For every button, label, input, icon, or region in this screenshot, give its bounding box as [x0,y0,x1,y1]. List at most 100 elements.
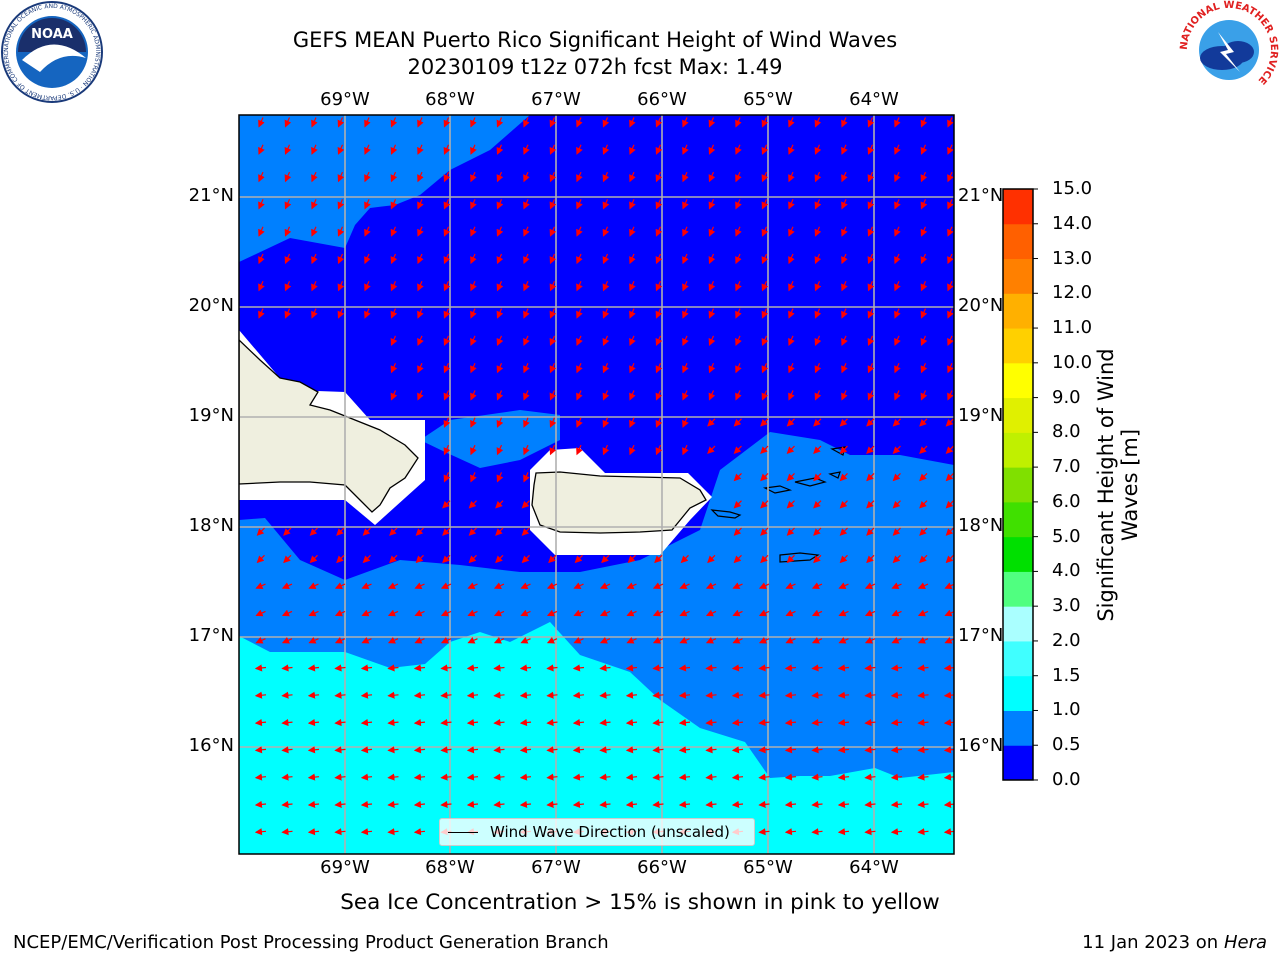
wave-direction-arrow [811,664,823,672]
wave-direction-arrow [679,609,690,617]
wave-direction-arrow [417,335,424,346]
wave-direction-arrow [417,171,424,183]
lat-label-left: 17°N [188,625,234,646]
colorbar-tick-label: 6.0 [1052,490,1081,512]
wave-direction-arrow [549,144,557,155]
wave-direction-arrow [417,117,424,128]
wave-direction-arrow [519,718,532,727]
wave-direction-arrow [520,636,531,644]
wave-direction-arrow [839,554,848,564]
wave-direction-arrow [254,773,267,781]
wave-direction-arrow [466,800,479,808]
wave-direction-arrow [705,636,717,644]
wave-direction-arrow [947,117,954,128]
wave-direction-arrow [284,253,292,265]
wave-direction-arrow [337,117,345,128]
wave-direction-arrow [707,445,716,454]
chart-title-line2: 20230109 t12z 072h fcst Max: 1.49 [407,55,783,79]
wave-direction-arrow [283,554,292,564]
wave-direction-arrow [413,828,426,836]
wave-direction-arrow [387,582,399,589]
wave-direction-arrow [708,253,716,265]
wave-direction-arrow [496,253,504,265]
wave-direction-arrow [629,253,636,265]
wave-direction-arrow [493,582,505,589]
wave-direction-arrow [919,500,928,509]
wave-direction-arrow [894,335,901,346]
nws-logo: NATIONAL WEATHER SERVICE [1178,0,1280,104]
wave-direction-arrow [493,609,505,617]
wave-direction-arrow [784,664,797,672]
wave-direction-arrow [360,718,373,727]
wave-direction-arrow [443,390,451,401]
wave-direction-arrow [440,746,452,754]
wave-direction-arrow [785,636,796,644]
wave-direction-arrow [546,773,558,781]
wave-direction-arrow [364,253,371,265]
wave-direction-arrow [495,527,504,536]
wave-direction-arrow [839,472,848,482]
wave-direction-arrow [470,472,477,483]
wave-direction-arrow [813,554,822,564]
colorbar-tick-label: 14.0 [1052,212,1093,234]
wave-direction-arrow [573,609,584,617]
wave-direction-arrow [841,308,848,319]
colorbar-tick-label: 8.0 [1052,421,1081,443]
wave-direction-arrow [760,527,769,536]
wave-direction-arrow [334,746,346,754]
wave-direction-arrow [655,335,663,346]
wave-direction-arrow [919,472,928,482]
wave-direction-arrow [947,199,954,210]
wave-direction-arrow [760,500,769,509]
wave-direction-arrow [813,527,822,536]
wave-direction-arrow [682,444,689,456]
wave-direction-arrow [735,171,742,183]
wave-direction-arrow [892,500,901,509]
wave-direction-arrow [576,362,583,374]
colorbar-tick-label: 11.0 [1052,317,1093,339]
wave-direction-arrow [867,308,875,319]
wave-direction-arrow [281,773,293,781]
wave-direction-arrow [839,527,848,536]
wave-direction-arrow [866,445,875,454]
wave-direction-arrow [496,144,504,155]
wave-direction-arrow [546,691,558,699]
wave-direction-arrow [731,800,744,808]
wave-direction-arrow [920,117,928,128]
wave-direction-arrow [523,117,530,128]
wave-direction-arrow [470,253,477,265]
wave-direction-arrow [519,800,532,808]
wave-direction-arrow [413,800,426,808]
wave-direction-arrow [838,609,849,617]
wave-direction-arrow [894,199,901,210]
colorbar-tick-label: 9.0 [1052,386,1081,408]
wave-direction-arrow [841,117,848,128]
wave-direction-arrow [387,800,399,808]
wave-direction-arrow [892,527,901,536]
wave-direction-arrow [572,718,585,727]
wave-direction-arrow [814,171,822,183]
wave-direction-arrow [735,226,742,237]
wave-direction-arrow [283,527,292,536]
wave-direction-arrow [838,582,849,589]
wave-direction-arrow [708,199,716,210]
wave-direction-arrow [682,335,689,346]
wave-direction-arrow [468,527,477,536]
wave-direction-arrow [682,171,689,183]
sea-ice-caption: Sea Ice Concentration > 15% is shown in … [340,890,940,915]
wave-direction-arrow [387,828,399,836]
wave-direction-arrow [496,417,504,428]
wave-direction-arrow [627,554,636,564]
wave-direction-arrow [549,362,557,374]
wave-direction-arrow [708,144,716,155]
wave-direction-arrow [655,117,663,128]
wave-direction-arrow [625,773,638,781]
wave-direction-arrow [254,746,267,754]
lon-label-top: 67°W [531,89,581,110]
lat-label-right: 19°N [958,405,1004,426]
wave-direction-arrow [470,199,477,210]
wave-direction-arrow [601,554,610,564]
wave-direction-arrow [599,746,611,754]
wave-direction-arrow [705,609,717,617]
wave-direction-arrow [284,281,292,292]
